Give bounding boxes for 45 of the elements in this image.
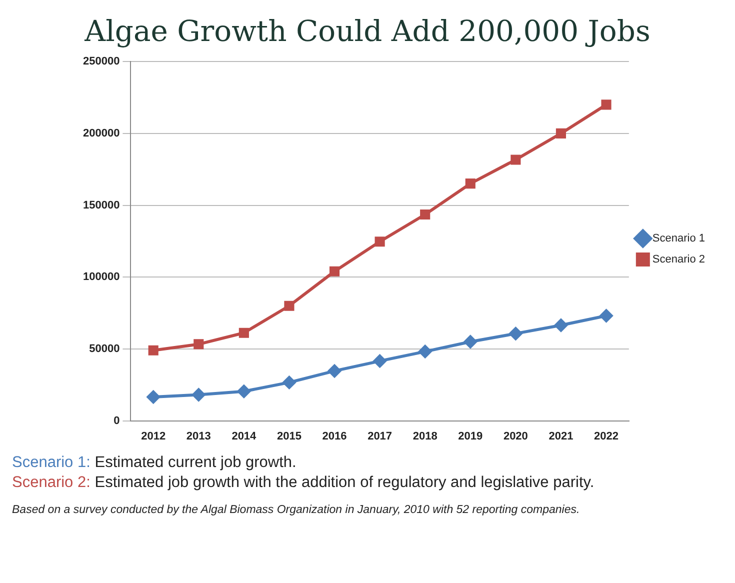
point: [601, 100, 612, 110]
x-tick-label: 2020: [503, 430, 528, 442]
point: [238, 328, 249, 338]
point: [282, 376, 296, 389]
text: Scenario 2: Estimated job growth with the addition of regulatory and legislative parity.: [12, 474, 596, 492]
point: [148, 345, 158, 356]
y-tick-label: 200000: [82, 127, 120, 140]
point: [420, 209, 430, 220]
x-tick-label: 2014: [232, 430, 258, 442]
x-tick-label: 2013: [186, 430, 211, 442]
x-tick-label: 2012: [141, 430, 166, 442]
text: Based on a survey conducted by the Algal Biomass Organization in January, 2010 with 52 reporting companies.: [12, 504, 581, 516]
point: [373, 354, 386, 368]
point: [509, 327, 522, 340]
point: [146, 390, 160, 404]
x-tick-label: 2022: [594, 430, 619, 442]
x-tick-label: 2016: [322, 430, 347, 442]
point: [374, 236, 385, 247]
text: Scenario 1: Estimated current job growth.: [12, 454, 298, 472]
chart-title: Algae Growth Could Add 200,000 Jobs: [84, 14, 652, 48]
x-tick-label: 2018: [412, 430, 438, 442]
y-tick-label: 100000: [82, 271, 120, 284]
point: [600, 309, 613, 322]
y-tick-label: 150000: [82, 199, 120, 212]
x-tick-label: 2019: [458, 430, 483, 442]
legend-label: Scenario 1: [652, 232, 706, 245]
point: [194, 339, 204, 350]
point: [328, 364, 342, 378]
legend-label: Scenario 2: [652, 254, 706, 266]
point: [556, 128, 566, 138]
point: [510, 154, 521, 165]
point: [329, 266, 340, 276]
point: [237, 384, 250, 398]
point: [284, 300, 294, 311]
x-tick-label: 2021: [548, 430, 574, 442]
point: [554, 318, 568, 332]
y-tick-label: 0: [114, 414, 120, 427]
point: [192, 388, 206, 402]
y-tick-label: 250000: [82, 56, 120, 68]
point: [465, 178, 476, 189]
point: [418, 345, 432, 358]
y-tick-label: 50000: [89, 342, 120, 355]
x-tick-label: 2015: [276, 430, 302, 442]
x-tick-label: 2017: [368, 430, 392, 442]
point: [464, 335, 477, 348]
